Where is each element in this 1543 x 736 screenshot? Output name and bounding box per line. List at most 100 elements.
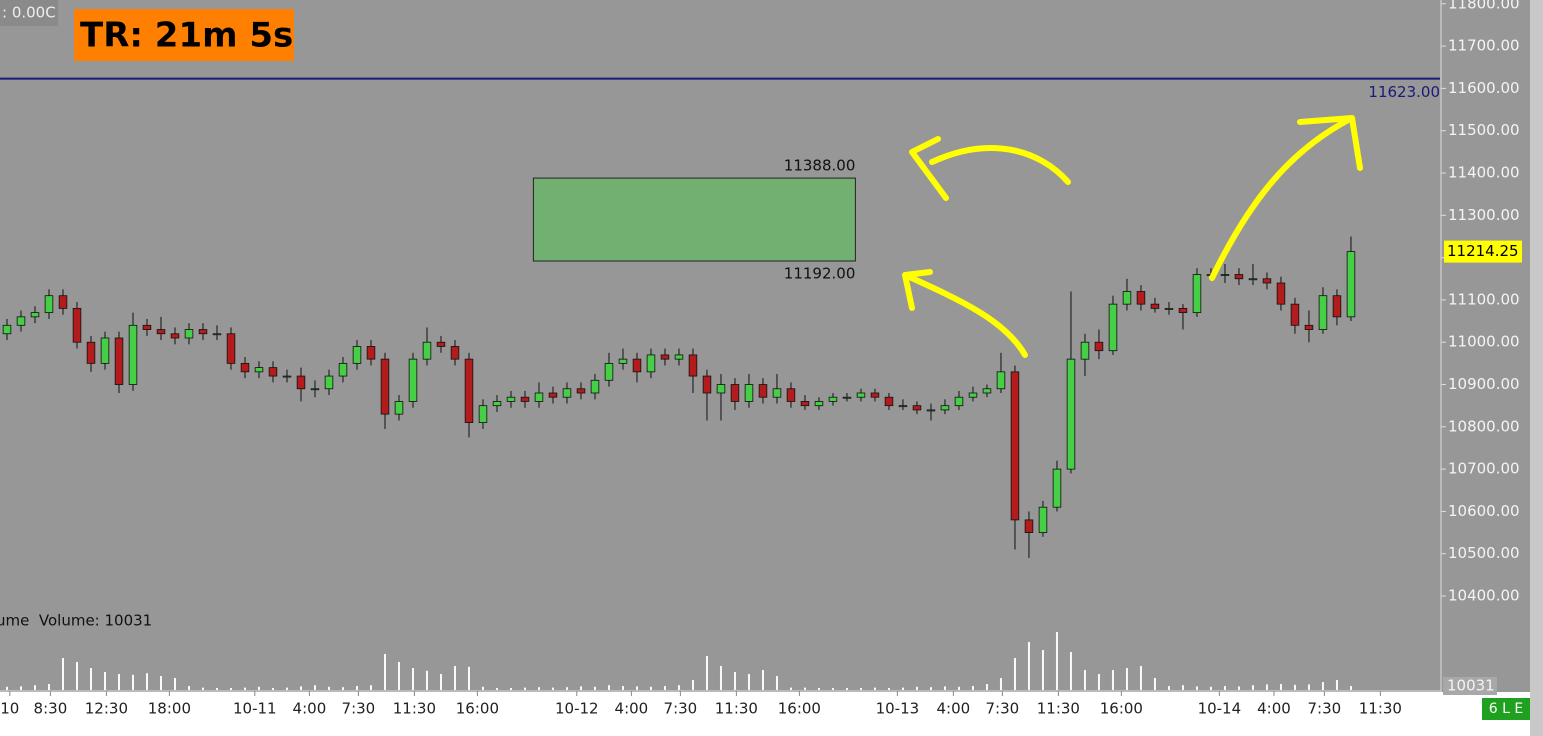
candle-body: [814, 401, 824, 407]
volume-bar: [1167, 686, 1170, 690]
candle-body: [352, 346, 362, 364]
y-tick-label: 11600.00: [1448, 79, 1520, 97]
volume-bar: [131, 674, 134, 690]
candle-body: [1234, 274, 1244, 280]
candle-body: [1276, 282, 1286, 305]
time-axis-background: [0, 692, 1530, 736]
volume-bar: [1209, 686, 1212, 690]
volume-bar: [285, 687, 288, 690]
candle-body: [772, 388, 782, 398]
volume-bar: [747, 674, 750, 690]
volume-bar: [915, 686, 918, 690]
volume-bar: [33, 685, 36, 690]
volume-bar: [971, 686, 974, 690]
y-tick-label: 11800.00: [1448, 0, 1520, 12]
candle-body: [394, 401, 404, 415]
last-price-box: [1444, 240, 1522, 263]
volume-bar: [229, 688, 232, 690]
volume-bar: [19, 686, 22, 690]
candle-body: [954, 396, 964, 407]
candle-body: [240, 362, 250, 373]
candle-body: [1108, 303, 1118, 352]
volume-bar: [817, 688, 820, 690]
volume-bar: [1125, 668, 1128, 690]
candle-body: [310, 388, 320, 391]
y-tick-label: 11300.00: [1448, 206, 1520, 224]
candle-body: [926, 409, 936, 412]
arrow-left-up: [902, 269, 1028, 358]
volume-bar: [1335, 680, 1338, 690]
volume-bar: [299, 686, 302, 690]
volume-bar: [383, 654, 386, 690]
arrow-up-right: [1209, 115, 1363, 281]
volume-bar: [1237, 686, 1240, 690]
candle-body: [338, 362, 348, 377]
candle-body: [1038, 506, 1048, 533]
candle-body: [1080, 341, 1090, 360]
x-tick-label: 10-11: [233, 700, 277, 718]
candle-body: [380, 358, 390, 415]
volume-bar: [61, 658, 64, 690]
candle-body: [282, 375, 292, 378]
x-tick-label: 11:30: [715, 700, 758, 718]
x-tick-label: 10-12: [555, 700, 599, 718]
volume-bar: [1321, 682, 1324, 690]
candle-body: [604, 362, 614, 381]
volume-bar: [803, 687, 806, 690]
candle-body: [758, 384, 768, 398]
volume-bar: [89, 668, 92, 690]
volume-bar: [999, 678, 1002, 690]
volume-bar: [901, 687, 904, 690]
volume-bar: [929, 687, 932, 690]
candle-body: [464, 358, 474, 424]
volume-bar: [1293, 684, 1296, 690]
y-tick-label: 10400.00: [1448, 587, 1520, 605]
candle-body: [296, 375, 306, 390]
candle-body: [1010, 371, 1020, 521]
volume-bar: [145, 673, 148, 690]
candle-body: [800, 401, 810, 407]
candle-body: [520, 396, 530, 402]
volume-bar: [257, 686, 260, 690]
volume-bar: [467, 666, 470, 690]
volume-bar: [1097, 674, 1100, 690]
last-price-label: 11214.25: [1447, 242, 1519, 260]
volume-bar: [411, 668, 414, 690]
x-tick-label: 8:30: [34, 700, 68, 718]
candle-body: [44, 295, 54, 314]
title: TR: 21m 5s: [80, 16, 293, 56]
y-tick-label: 10700.00: [1448, 460, 1520, 478]
volume-bar: [593, 686, 596, 690]
volume-bar: [425, 670, 428, 690]
volume-bar: [243, 687, 246, 690]
candle-body: [254, 367, 264, 373]
volume-bar: [789, 687, 792, 690]
candle-body: [114, 337, 124, 385]
candle-body: [30, 312, 40, 318]
candle-body: [1290, 303, 1300, 326]
volume-bar: [159, 676, 162, 690]
volume-bar: [1027, 642, 1030, 690]
volume-bar: [677, 685, 680, 690]
volume-bar: [859, 688, 862, 690]
volume-bar: [705, 656, 708, 690]
x-tick-label: 12:30: [85, 700, 128, 718]
volume-bar: [215, 688, 218, 690]
volume-bar: [733, 672, 736, 690]
candle-body: [660, 354, 670, 360]
title-box: [74, 9, 294, 61]
candle-body: [2, 324, 12, 335]
x-tick-label: 16:00: [1100, 700, 1143, 718]
volume-bar: [1349, 685, 1352, 690]
candle-body: [968, 392, 978, 398]
candle-body: [702, 375, 712, 394]
candle-body: [618, 358, 628, 364]
candle-body: [268, 367, 278, 377]
candle-body: [450, 346, 460, 360]
x-tick-label: 16:00: [456, 700, 499, 718]
instrument-box: [1482, 698, 1530, 720]
volume-bar: [341, 687, 344, 690]
candle-body: [86, 341, 96, 364]
volume-bar: [103, 672, 106, 690]
candle-body: [996, 371, 1006, 390]
